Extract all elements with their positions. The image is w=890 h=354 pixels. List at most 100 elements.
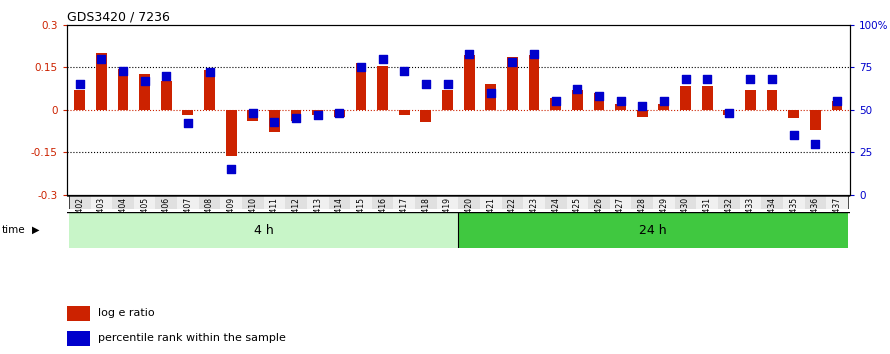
Point [332, 110, 346, 116]
Text: 4 h: 4 h [254, 224, 273, 236]
Bar [588, 196, 610, 209]
Point [94, 56, 109, 62]
Point [743, 76, 757, 82]
Bar [464, 55, 474, 110]
Point [808, 141, 822, 147]
Bar [420, 110, 432, 122]
Bar [291, 110, 302, 121]
Bar [350, 196, 372, 209]
Bar [502, 196, 523, 209]
Text: GSM182425: GSM182425 [573, 197, 582, 243]
Bar [659, 104, 669, 110]
Bar [67, 331, 90, 346]
Bar [761, 196, 783, 209]
Bar [399, 110, 409, 115]
Point [311, 112, 325, 118]
Bar [458, 212, 848, 248]
Text: GSM182427: GSM182427 [616, 197, 625, 243]
Bar [766, 90, 778, 110]
Bar [745, 90, 756, 110]
Bar [826, 196, 848, 209]
Bar [69, 196, 91, 209]
Bar [307, 196, 328, 209]
Text: GSM182413: GSM182413 [313, 197, 322, 243]
Point [397, 68, 411, 74]
Bar [356, 63, 367, 110]
Text: GSM182429: GSM182429 [659, 197, 668, 243]
Point [548, 98, 562, 104]
Text: GSM182426: GSM182426 [595, 197, 603, 243]
Text: GSM182434: GSM182434 [767, 197, 777, 243]
Text: GSM182436: GSM182436 [811, 197, 820, 243]
Bar [480, 196, 502, 209]
Text: GSM182408: GSM182408 [205, 197, 214, 243]
Text: GSM182421: GSM182421 [486, 197, 496, 243]
Bar [507, 57, 518, 110]
Point [765, 76, 779, 82]
Bar [529, 55, 539, 110]
Bar [810, 110, 821, 130]
Bar [615, 104, 626, 110]
Bar [545, 196, 567, 209]
Text: percentile rank within the sample: percentile rank within the sample [98, 333, 286, 343]
Text: GSM182418: GSM182418 [421, 197, 431, 243]
Point [678, 76, 692, 82]
Point [202, 69, 216, 75]
Text: 24 h: 24 h [639, 224, 667, 236]
Point [267, 119, 281, 125]
Text: GSM182411: GSM182411 [270, 197, 279, 243]
Point [527, 51, 541, 57]
Text: GSM182424: GSM182424 [551, 197, 560, 243]
Text: GSM182430: GSM182430 [681, 197, 690, 243]
Bar [377, 66, 388, 110]
Text: GSM182435: GSM182435 [789, 197, 798, 243]
Bar [550, 98, 561, 110]
Point [224, 166, 239, 172]
Bar [724, 110, 734, 115]
Bar [437, 196, 458, 209]
Point [787, 132, 801, 138]
Bar [182, 110, 193, 115]
Bar [328, 196, 350, 209]
Bar [783, 196, 805, 209]
Bar [485, 84, 497, 110]
Point [570, 86, 585, 92]
Text: time: time [2, 225, 26, 235]
Bar [269, 110, 279, 132]
Bar [204, 70, 215, 110]
Bar [372, 196, 393, 209]
Point [181, 120, 195, 126]
Text: GSM182406: GSM182406 [162, 197, 171, 243]
Bar [458, 196, 480, 209]
Bar [637, 110, 648, 117]
Bar [139, 74, 150, 110]
Bar [696, 196, 718, 209]
Text: GSM182412: GSM182412 [292, 197, 301, 243]
Point [73, 81, 87, 87]
Bar [117, 69, 128, 110]
Bar [680, 86, 691, 110]
Bar [112, 196, 134, 209]
Bar [286, 196, 307, 209]
Point [483, 90, 498, 96]
Point [635, 103, 650, 109]
Bar [75, 90, 85, 110]
Point [419, 81, 433, 87]
Text: GSM182428: GSM182428 [638, 197, 647, 243]
Point [376, 56, 390, 62]
Text: GSM182414: GSM182414 [335, 197, 344, 243]
Bar [156, 196, 177, 209]
Text: GSM182431: GSM182431 [703, 197, 712, 243]
Bar [567, 196, 588, 209]
Text: GSM182410: GSM182410 [248, 197, 257, 243]
Bar [221, 196, 242, 209]
Text: GSM182433: GSM182433 [746, 197, 755, 243]
Point [506, 59, 520, 65]
Point [289, 115, 303, 121]
Bar [610, 196, 631, 209]
Text: GSM182423: GSM182423 [530, 197, 538, 243]
Point [116, 68, 130, 74]
Bar [312, 110, 323, 115]
Bar [161, 81, 172, 110]
Bar [134, 196, 156, 209]
